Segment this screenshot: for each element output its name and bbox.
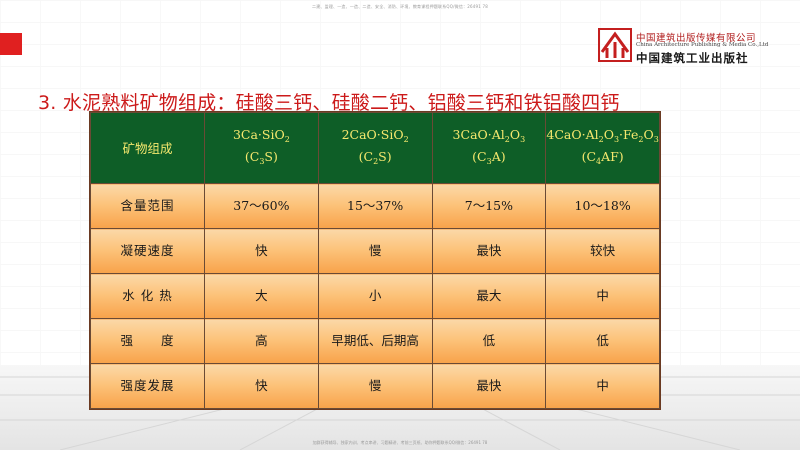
table-cell: 7～15%	[431, 183, 547, 229]
publisher-name-en: China Architecture Publishing & Media Co…	[636, 42, 769, 48]
table-cell: 大	[204, 273, 319, 319]
table-cell: 中	[545, 363, 660, 409]
publisher-name-art: 中国建筑工业出版社	[636, 51, 749, 65]
table-cell: 较快	[545, 228, 660, 274]
header-c3s: 3Ca·SiO2 (C3S)	[204, 112, 319, 184]
table-cell: 早期低、后期高	[317, 318, 433, 364]
row-label: 水 化 热	[90, 273, 205, 319]
table-cell: 最快	[431, 363, 547, 409]
table-cell: 37～60%	[204, 183, 319, 229]
table-row: 水 化 热 大 小 最大 中	[90, 273, 660, 319]
table-cell: 中	[545, 273, 660, 319]
table-cell: 低	[431, 318, 547, 364]
table-row: 强 度 高 早期低、后期高 低 低	[90, 318, 660, 364]
table-cell: 10～18%	[545, 183, 660, 229]
table-cell: 最快	[431, 228, 547, 274]
table-cell: 快	[204, 363, 319, 409]
table-row: 凝硬速度 快 慢 最快 较快	[90, 228, 660, 274]
table-cell: 快	[204, 228, 319, 274]
slide-title: 3. 水泥熟料矿物组成：硅酸三钙、硅酸二钙、铝酸三钙和铁铝酸四钙	[38, 92, 620, 114]
table-cell: 慢	[317, 363, 433, 409]
red-accent-block	[0, 33, 22, 55]
table-cell: 慢	[317, 228, 433, 274]
publisher-logo-icon	[598, 28, 632, 62]
table-cell: 低	[545, 318, 660, 364]
header-label: 矿物组成	[90, 112, 205, 184]
row-label: 凝硬速度	[90, 228, 205, 274]
mineral-composition-table: 矿物组成 3Ca·SiO2 (C3S) 2CaO·SiO2 (C2S) 3CaO…	[90, 112, 660, 409]
row-label: 强度发展	[90, 363, 205, 409]
table-header-row: 矿物组成 3Ca·SiO2 (C3S) 2CaO·SiO2 (C2S) 3CaO…	[90, 112, 660, 184]
header-c3a: 3CaO·Al2O3 (C3A)	[431, 112, 547, 184]
row-label: 强 度	[90, 318, 205, 364]
row-label: 含量范围	[90, 183, 205, 229]
table-row: 含量范围 37～60% 15～37% 7～15% 10～18%	[90, 183, 660, 229]
table-cell: 最大	[431, 273, 547, 319]
table-cell: 高	[204, 318, 319, 364]
table-cell: 小	[317, 273, 433, 319]
bottom-banner-text: 加群获得辅导、独家内训、考点串讲、习题精讲、考前三页纸、助你押题联系QQ/微信：…	[312, 440, 488, 445]
header-c4af: 4CaO·Al2O3·Fe2O3 (C4AF)	[545, 112, 660, 184]
table-cell: 15～37%	[317, 183, 433, 229]
top-banner-text: 二建、监理、一造、一造、二造、安全、消防、环境、教育课程押题联系QQ/微信：26…	[312, 4, 488, 9]
table-row: 强度发展 快 慢 最快 中	[90, 363, 660, 409]
publisher-name-cn: 中国建筑出版传媒有限公司	[636, 33, 757, 44]
header-c2s: 2CaO·SiO2 (C2S)	[317, 112, 433, 184]
